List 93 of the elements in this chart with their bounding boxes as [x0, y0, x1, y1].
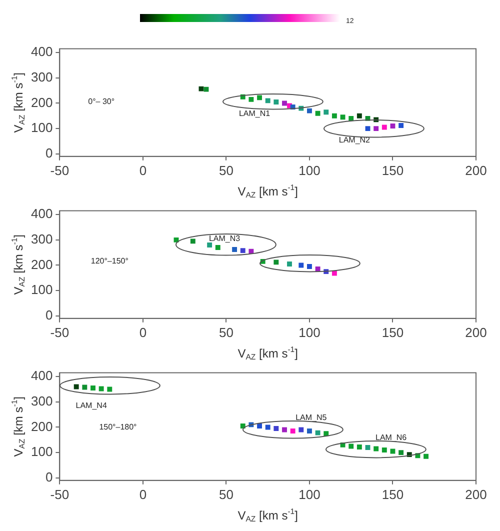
- point: [98, 386, 104, 392]
- point: [315, 110, 320, 116]
- point: [298, 427, 304, 432]
- point: [248, 96, 254, 102]
- x-tick-label: 50: [218, 324, 234, 340]
- y-tick-label: 0: [45, 469, 53, 484]
- point: [257, 423, 262, 428]
- point: [324, 110, 329, 115]
- y-tick-label: 300: [30, 231, 53, 246]
- point: [332, 270, 337, 276]
- y-tick-label: 300: [30, 393, 53, 408]
- x-tick-label: 150: [382, 486, 404, 502]
- point: [232, 247, 238, 252]
- x-tick-label: 0: [139, 486, 147, 502]
- point: [382, 124, 387, 130]
- annotation: LAM_N3: [208, 234, 241, 243]
- y-tick-label: 400: [30, 44, 53, 60]
- point: [282, 427, 287, 432]
- x-tick-label: 200: [465, 486, 487, 502]
- point: [274, 426, 279, 431]
- point: [315, 430, 320, 436]
- x-tick-label: -50: [50, 486, 70, 502]
- annotation: LAM_N4: [76, 400, 108, 410]
- annotation: 150°–180°: [99, 422, 137, 432]
- point: [257, 95, 262, 100]
- x-tick-label: 100: [298, 324, 320, 340]
- point: [90, 386, 96, 390]
- x-tick-label: 100: [298, 162, 320, 178]
- point: [365, 445, 370, 450]
- annotation: 0°– 30°: [88, 97, 115, 106]
- point: [374, 446, 379, 452]
- point: [215, 245, 220, 250]
- point: [315, 266, 320, 272]
- x-tick-label: 200: [465, 162, 487, 178]
- y-tick-label: 400: [30, 368, 53, 384]
- x-tick-label: 50: [218, 486, 234, 502]
- point: [282, 100, 287, 106]
- x-tick-label: -50: [50, 162, 70, 178]
- annotation: 120°–150°: [90, 256, 128, 266]
- x-tick-label: 0: [139, 324, 147, 340]
- point: [204, 86, 209, 92]
- annotation: LAM_N6: [376, 433, 408, 442]
- annotation: LAM_N2: [338, 136, 371, 145]
- y-tick-label: 0: [45, 307, 53, 322]
- point: [390, 124, 396, 128]
- x-tick-label: 200: [465, 324, 487, 340]
- point: [265, 98, 270, 104]
- x-tick-label: 100: [298, 486, 320, 502]
- annotation: LAM_N5: [296, 412, 328, 422]
- y-tick-label: 100: [30, 444, 53, 460]
- point: [374, 126, 379, 132]
- point: [82, 384, 88, 390]
- point: [348, 444, 354, 449]
- y-tick-label: 200: [30, 256, 53, 272]
- point: [398, 123, 404, 128]
- point: [332, 113, 337, 118]
- point: [307, 108, 312, 114]
- point: [307, 264, 312, 269]
- y-tick-label: 400: [30, 206, 53, 222]
- point: [107, 386, 112, 392]
- annotation: LAM_N1: [238, 109, 271, 118]
- point: [240, 248, 246, 254]
- point: [287, 261, 292, 266]
- point: [398, 450, 404, 456]
- point: [340, 114, 346, 120]
- y-tick-label: 200: [30, 94, 53, 110]
- point: [274, 260, 279, 265]
- point: [265, 424, 270, 430]
- point: [356, 113, 362, 118]
- x-tick-label: 50: [218, 162, 234, 178]
- y-tick-label: 100: [30, 282, 53, 298]
- point: [390, 448, 396, 454]
- y-tick-label: 300: [30, 69, 53, 84]
- x-tick-label: 150: [382, 324, 404, 340]
- point: [190, 238, 196, 244]
- point: [356, 444, 362, 450]
- point: [298, 262, 304, 268]
- y-tick-label: 200: [30, 418, 53, 434]
- y-tick-label: 0: [45, 145, 53, 160]
- point: [307, 428, 312, 434]
- point: [74, 384, 79, 390]
- point: [382, 448, 387, 452]
- x-tick-label: 150: [382, 162, 404, 178]
- x-tick-label: -50: [50, 324, 70, 340]
- x-tick-label: 0: [139, 162, 147, 178]
- point: [198, 86, 204, 92]
- point: [207, 242, 212, 248]
- point: [324, 431, 329, 436]
- point: [365, 126, 370, 132]
- point: [274, 99, 279, 104]
- point: [290, 428, 296, 434]
- y-tick-label: 100: [30, 120, 53, 136]
- point: [424, 454, 429, 459]
